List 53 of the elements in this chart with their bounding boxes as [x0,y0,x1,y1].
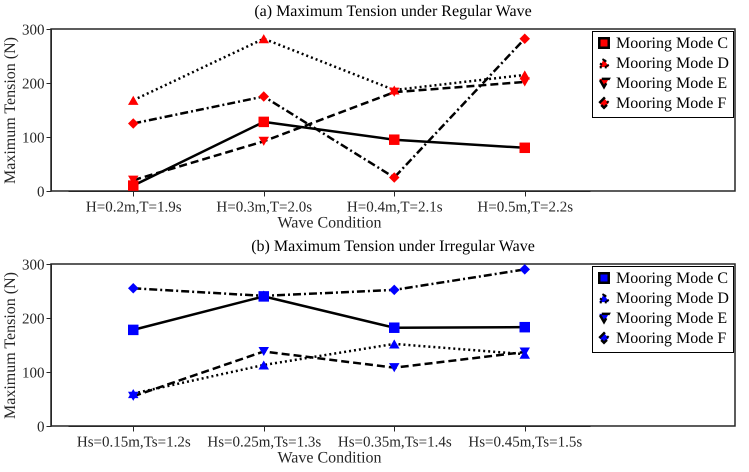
point [258,91,269,102]
point [258,34,269,44]
point [520,142,530,154]
y-tick-label: 200 [22,312,44,328]
point [128,283,138,294]
point [520,77,530,86]
x-tick-label: Hs=0.45m,Ts=1.5s [468,434,582,450]
point [520,33,530,44]
point [258,346,269,356]
point [128,96,138,105]
y-tick-label: 200 [22,76,44,92]
point [520,322,530,332]
legend-label: Mooring Mode C [616,270,728,287]
point [520,264,530,275]
point [389,284,400,296]
y-tick-label: 300 [22,258,44,274]
legend-label: Mooring Mode F [616,330,726,347]
x-tick-label: Hs=0.35m,Ts=1.4s [338,434,452,450]
point [128,118,138,129]
point [389,363,400,372]
chart-title: (b) Maximum Tension under Irregular Wave [251,238,535,255]
x-tick-label: Hs=0.15m,Ts=1.2s [76,434,191,450]
point [389,339,400,348]
legend-label: Mooring Mode D [616,290,729,307]
y-tick-label: 100 [22,130,44,146]
point [389,172,400,183]
x-tick-label: H=0.4m,T=2.1s [346,200,443,216]
y-axis-title: Maximum Tension (N) [2,36,19,184]
point [258,360,269,370]
y-tick-label: 0 [37,184,44,200]
legend-label: Mooring Mode C [616,35,728,52]
point [258,116,269,128]
x-axis-title: Wave Condition [277,214,382,232]
x-tick-label: H=0.2m,T=1.9s [86,200,182,216]
legend-label: Mooring Mode F [616,95,726,112]
point [128,392,138,401]
y-axis-title: Maximum Tension (N) [2,272,19,420]
point [258,136,269,146]
point [389,134,400,145]
legend-label: Mooring Mode E [616,310,728,327]
y-tick-label: 0 [37,420,44,436]
x-tick-label: H=0.5m,T=2.2s [477,200,574,216]
point [128,180,138,191]
x-tick-label: Hs=0.25m,Ts=1.3s [207,434,322,450]
y-tick-label: 300 [22,22,44,38]
legend-label: Mooring Mode E [616,75,728,92]
x-tick-label: H=0.3m,T=2.0s [216,200,312,216]
x-axis-title: Wave Condition [277,450,382,466]
point [389,322,400,333]
y-tick-label: 100 [22,366,44,382]
point [128,324,138,336]
legend-label: Mooring Mode D [616,55,729,72]
chart-title: (a) Maximum Tension under Regular Wave [254,3,532,20]
